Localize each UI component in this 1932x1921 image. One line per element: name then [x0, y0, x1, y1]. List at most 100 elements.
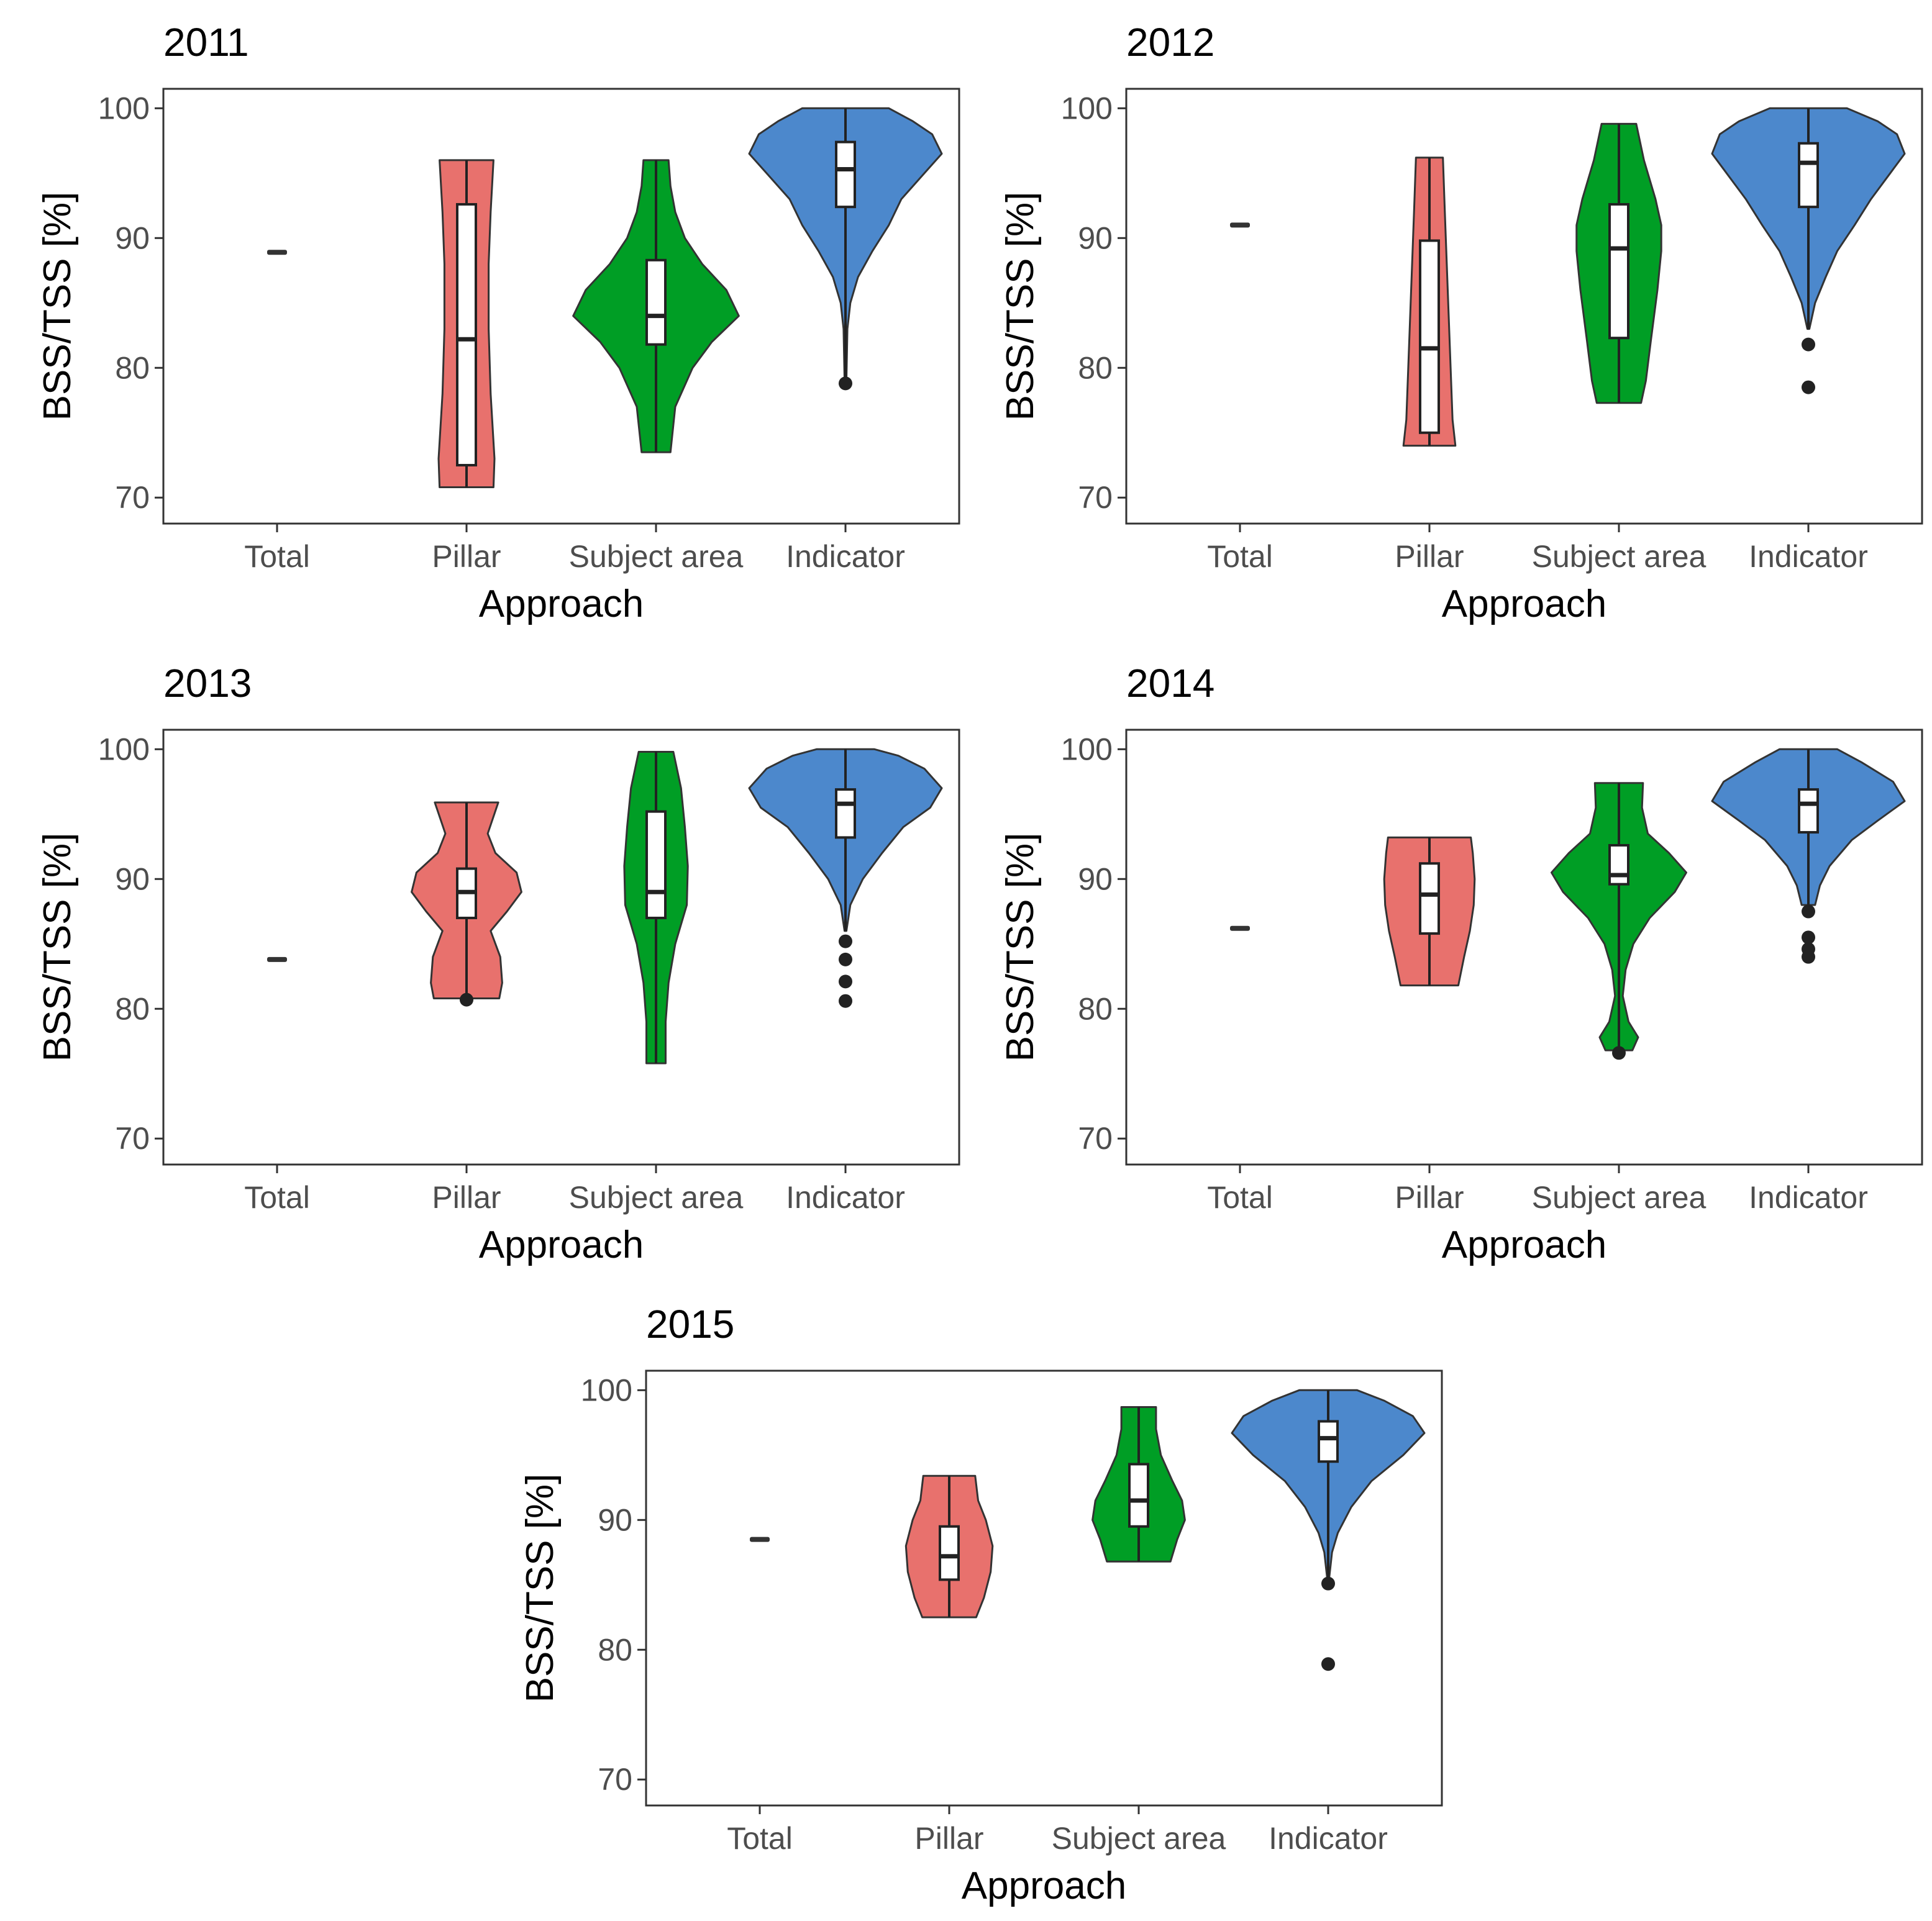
panel-title: 2015	[646, 1302, 734, 1347]
y-tick-label: 90	[115, 861, 150, 896]
violin-total	[267, 250, 287, 255]
x-tick-label: Subject area	[569, 539, 744, 574]
violin-pillar	[904, 1474, 994, 1619]
panel-title: 2011	[163, 20, 249, 65]
y-tick-label: 70	[1078, 1121, 1113, 1156]
outlier-point	[1802, 904, 1815, 919]
y-axis-title: BSS/TSS [%]	[999, 192, 1042, 421]
y-tick-label: 80	[1078, 350, 1113, 385]
violin-subject-area	[1575, 122, 1662, 404]
x-tick-label: Pillar	[1395, 539, 1464, 574]
box	[1128, 1463, 1149, 1528]
violin-total	[1230, 222, 1250, 228]
y-tick-label: 80	[598, 1632, 632, 1667]
violin-indicator	[1711, 107, 1906, 394]
outlier-point	[460, 992, 473, 1007]
violin-subject-area	[623, 751, 689, 1065]
single-value-mark	[267, 956, 287, 962]
y-axis-title: BSS/TSS [%]	[519, 1474, 562, 1703]
y-axis-title: BSS/TSS [%]	[36, 192, 79, 421]
x-tick-label: Pillar	[432, 1180, 501, 1215]
x-axis-title: Approach	[1442, 1224, 1606, 1266]
violin-pillar	[437, 159, 496, 488]
violin-total	[750, 1537, 770, 1542]
x-tick-label: Indicator	[1749, 1180, 1868, 1215]
violin-indicator	[748, 107, 943, 391]
y-tick-label: 90	[1078, 220, 1113, 255]
x-axis-title: Approach	[962, 1864, 1126, 1907]
x-axis-title: Approach	[1442, 583, 1606, 625]
box	[835, 140, 856, 209]
x-tick-label: Pillar	[914, 1821, 983, 1856]
y-axis-title: BSS/TSS [%]	[36, 833, 79, 1062]
x-tick-label: Pillar	[1395, 1180, 1464, 1215]
box	[1419, 239, 1440, 434]
y-tick-label: 80	[115, 350, 150, 385]
y-tick-label: 100	[98, 91, 150, 125]
x-tick-label: Total	[1207, 1180, 1273, 1215]
y-tick-label: 70	[598, 1762, 632, 1797]
outlier-point	[839, 952, 852, 966]
box	[645, 258, 667, 346]
y-tick-label: 80	[115, 991, 150, 1026]
outlier-point	[1321, 1576, 1335, 1591]
box	[835, 788, 856, 839]
panel-title: 2012	[1126, 20, 1214, 65]
outlier-point	[1802, 930, 1815, 945]
violin-total	[267, 956, 287, 962]
single-value-mark	[267, 250, 287, 255]
box	[1608, 202, 1629, 340]
x-tick-label: Indicator	[1749, 539, 1868, 574]
x-axis-title: Approach	[479, 1224, 644, 1266]
violin-pillar	[411, 801, 522, 1007]
outlier-point	[1321, 1657, 1335, 1671]
panel-title: 2013	[163, 661, 252, 706]
outlier-point	[1802, 380, 1815, 394]
violin-indicator	[1711, 748, 1906, 964]
outlier-point	[1802, 337, 1815, 352]
y-tick-label: 70	[115, 1121, 150, 1156]
outlier-point	[1802, 950, 1815, 964]
x-tick-label: Subject area	[569, 1180, 744, 1215]
x-tick-label: Subject area	[1532, 539, 1706, 574]
violin-subject-area	[572, 159, 740, 453]
box	[645, 810, 667, 919]
panel-2012: 2012 70 80 90 100 BSS/TSS [%] Total Pillar Subje…	[999, 20, 1923, 625]
single-value-mark	[1230, 222, 1250, 228]
panel-title: 2014	[1126, 661, 1214, 706]
y-tick-label: 90	[598, 1502, 632, 1537]
outlier-point	[839, 934, 852, 948]
panel-2013: 2013 70 80 90 100 BSS/TSS [%] Total Pillar Subje…	[36, 661, 960, 1266]
box	[1608, 843, 1629, 886]
y-tick-label: 100	[1061, 91, 1113, 125]
violin-indicator	[748, 748, 943, 1008]
x-tick-label: Subject area	[1532, 1180, 1706, 1215]
y-tick-label: 100	[98, 732, 150, 766]
x-tick-label: Total	[244, 1180, 310, 1215]
outlier-point	[839, 376, 852, 391]
y-tick-label: 90	[1078, 861, 1113, 896]
panel-2015: 2015 70 80 90 100 BSS/TSS [%] Total Pillar Subje…	[519, 1302, 1443, 1907]
outlier-point	[839, 974, 852, 989]
panel-2014: 2014 70 80 90 100 BSS/TSS [%] Total Pillar Subje…	[999, 661, 1923, 1266]
box	[1419, 862, 1440, 935]
y-tick-label: 100	[581, 1373, 632, 1407]
violin-indicator	[1231, 1389, 1426, 1671]
violin-subject-area	[1091, 1406, 1186, 1563]
y-tick-label: 90	[115, 220, 150, 255]
x-tick-label: Subject area	[1052, 1821, 1226, 1856]
x-tick-label: Total	[1207, 539, 1273, 574]
box	[1798, 142, 1819, 209]
x-axis-title: Approach	[479, 583, 644, 625]
x-tick-label: Indicator	[786, 539, 905, 574]
single-value-mark	[1230, 925, 1250, 931]
panel-2011: 2011 70 80 90 100 BSS/TSS [%] Total Pillar Subje…	[36, 20, 960, 625]
x-tick-label: Indicator	[786, 1180, 905, 1215]
x-tick-label: Pillar	[432, 539, 501, 574]
violin-pillar	[1383, 836, 1476, 987]
outlier-point	[1612, 1046, 1626, 1060]
box	[1318, 1420, 1339, 1463]
single-value-mark	[750, 1537, 770, 1542]
box	[456, 202, 477, 466]
x-tick-label: Indicator	[1269, 1821, 1388, 1856]
